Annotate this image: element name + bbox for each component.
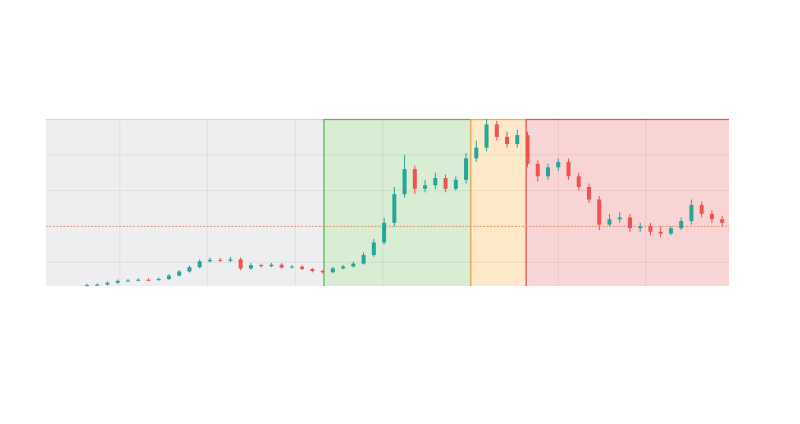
region <box>526 119 729 286</box>
candle-body <box>392 194 397 223</box>
candle-body <box>597 199 602 225</box>
candle-body <box>433 178 438 186</box>
region <box>46 119 324 286</box>
candle-body <box>156 279 161 281</box>
candle-body <box>330 268 335 273</box>
candle-body <box>627 217 632 229</box>
candle-body <box>351 263 356 267</box>
candle-body <box>474 147 479 159</box>
candle-body <box>484 124 489 148</box>
candle-body <box>269 264 274 267</box>
candle-body <box>505 136 510 145</box>
candle-body <box>586 187 591 200</box>
candle-body <box>423 185 428 189</box>
candle-body <box>207 259 212 262</box>
candle-body <box>638 226 643 229</box>
candle-body <box>556 161 561 168</box>
candle-body <box>617 217 622 220</box>
candle-body <box>494 124 499 137</box>
candle-body <box>720 219 725 223</box>
candle-body <box>177 271 182 276</box>
candle-body <box>125 280 130 282</box>
candle-body <box>146 279 151 281</box>
candle-body <box>699 204 704 214</box>
candle-body <box>136 279 141 281</box>
candle-body <box>648 226 653 232</box>
candle-body <box>535 163 540 177</box>
candle-body <box>576 176 581 188</box>
candle-body <box>279 264 284 268</box>
candle-body <box>658 231 663 234</box>
candle-body <box>525 135 530 164</box>
candle-body <box>320 270 325 273</box>
candle-body <box>166 275 171 280</box>
candle-body <box>689 204 694 222</box>
candle-body <box>238 259 243 269</box>
candle-body <box>105 282 110 285</box>
candle-body <box>115 280 120 283</box>
candle-body <box>382 222 387 243</box>
candle-body <box>402 169 407 195</box>
candle-body <box>310 268 315 271</box>
candle-body <box>228 259 233 261</box>
candle-body <box>668 228 673 234</box>
candle-body <box>300 266 305 269</box>
candle-body <box>412 169 417 189</box>
candle-body <box>259 265 264 267</box>
candle-body <box>453 179 458 189</box>
candle-body <box>289 266 294 268</box>
candle-body <box>341 266 346 269</box>
candle-body <box>248 265 253 269</box>
candle-body <box>361 255 366 264</box>
candle-body <box>515 135 520 145</box>
candle-body <box>84 285 89 287</box>
candle-body <box>566 161 571 177</box>
candle-body <box>443 178 448 189</box>
candle-body <box>546 167 551 177</box>
region <box>323 119 471 286</box>
candle-body <box>218 259 223 261</box>
candle-body <box>95 284 100 286</box>
candle-body <box>197 261 202 268</box>
candle-body <box>709 213 714 220</box>
candle-body <box>187 267 192 272</box>
candle-body <box>679 221 684 229</box>
candle-body <box>607 219 612 225</box>
candle-body <box>464 158 469 180</box>
candle-body <box>371 242 376 256</box>
